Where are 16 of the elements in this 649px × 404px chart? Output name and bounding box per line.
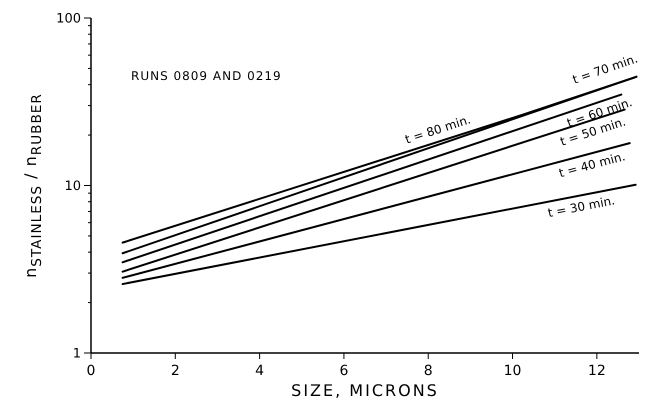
x-tick-label: 0 — [86, 363, 96, 379]
y-tick-label: 1 — [72, 346, 81, 362]
y-tick-label: 10 — [64, 179, 81, 194]
x-tick-label: 4 — [255, 363, 264, 379]
x-tick-label: 2 — [170, 363, 180, 379]
text: t = 80 min. — [403, 112, 472, 147]
annotation: RUNS 0809 AND 0219 — [131, 69, 282, 83]
text: t = 40 min. — [557, 149, 627, 180]
x-tick-label: 10 — [504, 363, 522, 379]
text: t = 70 min. — [570, 51, 640, 87]
x-tick-label: 6 — [339, 363, 348, 379]
x-tick-label: 8 — [424, 363, 433, 379]
text: t = 30 min. — [546, 193, 616, 220]
x-tick-label: 12 — [588, 363, 606, 379]
y-tick-label: 100 — [56, 12, 81, 27]
x-axis-title: SIZE, MICRONS — [291, 381, 439, 400]
